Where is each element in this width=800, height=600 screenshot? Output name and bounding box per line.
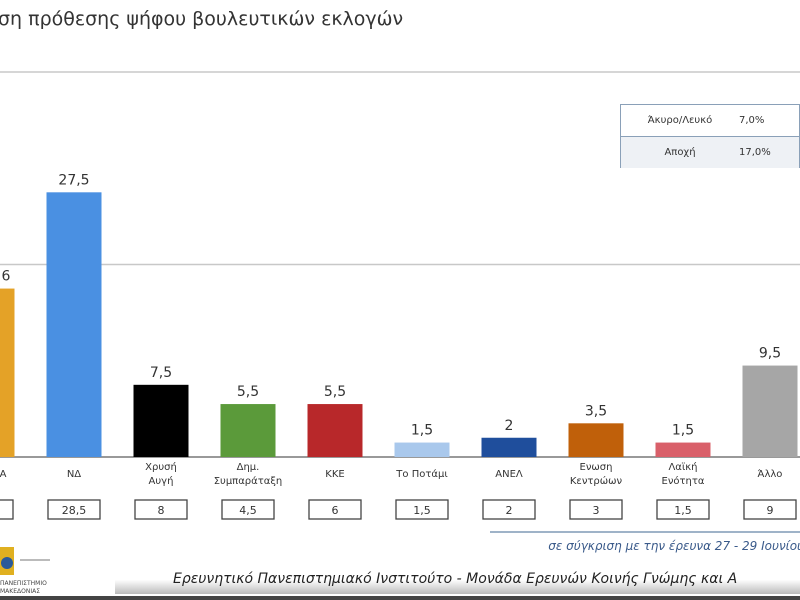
previous-value-box [47,499,101,520]
category-label: ΑΝΕΛ [495,469,523,480]
category-label: ΚΚΕ [325,469,344,480]
previous-value-label: 3 [593,504,600,517]
previous-value-box [482,499,536,520]
category-label: Συμπαράταξη [214,475,283,487]
comparison-note: σε σύγκριση με την έρευνα 27 - 29 Ιουνίο… [548,539,800,553]
category-label: Χρυσή [145,461,177,473]
previous-value-box [308,499,362,520]
legend-table: Άκυρο/Λευκό 7,0% Αποχή 17,0% [620,104,800,168]
category-label: Άλλο [758,468,783,480]
legend-value: 17,0% [739,147,771,158]
previous-value-label: 28,5 [62,504,87,517]
previous-value-label: 1,5 [674,504,692,517]
svg-text:ΜΑΚΕΔΟΝΙΑΣ: ΜΑΚΕΔΟΝΙΑΣ [0,588,40,595]
bar [394,442,450,457]
legend-label: Άκυρο/Λευκό [647,115,713,126]
category-label: Δημ. [237,462,260,473]
previous-value-box [569,499,623,520]
chart-title: ση πρόθεσης ψήφου βουλευτικών εκλογών [0,8,404,30]
previous-value-box [395,499,449,520]
previous-value-box [656,499,710,520]
footer-banner [115,568,800,594]
legend-label: Αποχή [664,147,696,158]
previous-value-label: 8 [158,504,165,517]
previous-value-box [0,499,14,520]
category-label: Το Ποτάμι [395,468,448,480]
legend-value: 7,0% [739,115,765,126]
category-label: Ενωση [580,462,613,473]
bar-chart: 6 Α 27,5 ΝΔ 28,5 7,5 Χρυσή Αυγή 8 5,5 Δημ. Συμπαράτ… [0,71,800,520]
data-label: 1,5 [672,423,694,439]
data-label: 7,5 [150,365,172,381]
category-label: Αυγή [149,475,174,487]
category-label: Κεντρώων [570,475,623,487]
legend-row-invalid: Άκυρο/Λευκό 7,0% [621,105,799,136]
svg-text:ΠΑΝΕΠΙΣΤΗΜΙΟ: ΠΑΝΕΠΙΣΤΗΜΙΟ [0,580,47,587]
data-label: 5,5 [237,384,259,400]
university-logo: ΠΑΝΕΠΙΣΤΗΜΙΟ ΜΑΚΕΔΟΝΙΑΣ [0,547,50,595]
category-label: Ενότητα [662,475,705,487]
bar [568,423,624,457]
previous-value-label: 1,5 [413,504,431,517]
category-label: Λαϊκή [668,461,697,473]
bar [742,365,798,457]
previous-value-box [743,499,797,520]
bar [307,404,363,457]
bar [133,384,189,457]
data-label: 6 [2,269,11,285]
bar [655,442,711,457]
category-label: Α [0,469,7,480]
category-label: ΝΔ [67,469,81,480]
bottom-edge [0,596,800,600]
data-label: 27,5 [58,172,89,188]
data-label: 3,5 [585,403,607,419]
previous-value-label: 4,5 [239,504,257,517]
data-label: 1,5 [411,423,433,439]
previous-value-label: 9 [767,504,774,517]
previous-value-box [134,499,188,520]
legend-row-abstention: Αποχή 17,0% [621,136,799,168]
previous-value-label: 6 [332,504,339,517]
previous-value-label: 2 [506,504,513,517]
data-label: 5,5 [324,384,346,400]
data-label: 2 [505,418,514,434]
bar [481,437,537,457]
previous-value-box [221,499,275,520]
bar [0,288,15,457]
footer-text: Ερευνητικό Πανεπιστημιακό Ινστιτούτο - Μ… [173,571,738,587]
divider [490,531,800,533]
data-label: 9,5 [759,346,781,362]
bar [46,192,102,457]
bar [220,404,276,457]
